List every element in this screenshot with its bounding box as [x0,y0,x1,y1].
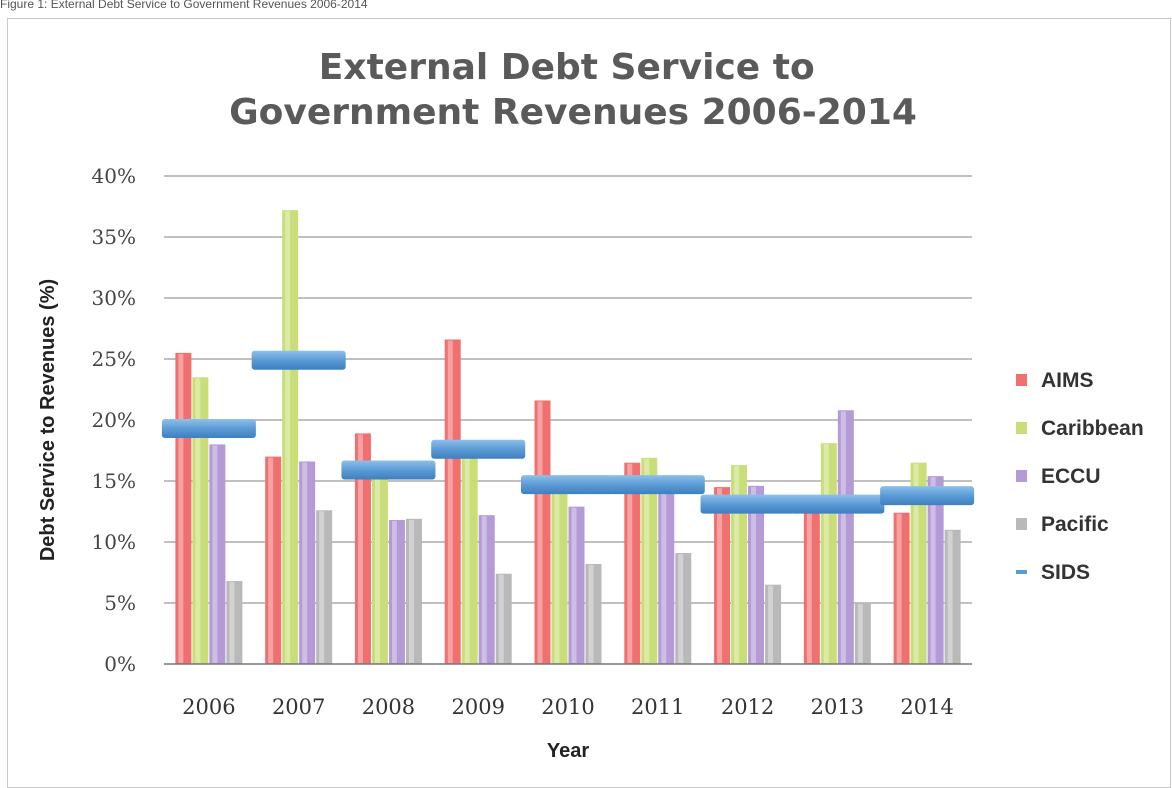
marker-sids-2012 [700,494,795,514]
legend-label-sids: SIDS [1041,561,1090,584]
bar-highlight [857,604,863,663]
bar-highlight [481,516,487,663]
bars [175,210,961,664]
bar-highlight [391,521,397,663]
bar-highlight [678,553,684,663]
sids-markers [161,350,975,514]
bar-highlight [498,574,504,663]
y-tick-label: 5% [104,591,136,615]
x-axis-label: Year [547,740,589,762]
bar-highlight [717,488,723,663]
chart-title-line-1: External Debt Service to [319,47,815,88]
bar-highlight [268,457,274,663]
y-tick-label: 25% [92,347,136,371]
y-tick-label: 35% [92,225,136,249]
x-tick-label: 2013 [811,695,864,719]
bar-highlight [302,462,308,663]
bar-highlight [823,444,829,663]
legend-swatch-sids [1016,570,1027,574]
legend-swatch-caribbean [1016,422,1027,434]
marker-sids-2007 [251,350,346,370]
y-axis-ticks: 0% 5% 10% 15% 20% 25% 30% 35% 40% [92,164,136,676]
marker-sids-2010 [521,475,615,495]
bar-highlight [840,411,846,663]
x-tick-label: 2011 [631,695,684,719]
bar-highlight [734,466,740,663]
marker-sids-2009 [431,439,526,459]
marker-sids-2011 [610,475,705,495]
marker-sids-2006 [161,419,256,439]
x-tick-label: 2009 [451,695,504,719]
y-tick-label: 20% [92,408,136,432]
bar-highlight [229,582,235,663]
x-tick-label: 2007 [272,695,325,719]
y-tick-label: 40% [92,164,136,188]
y-tick-label: 10% [92,530,136,554]
bar-highlight [319,511,325,663]
bar-highlight [212,445,218,663]
legend-label-pacific: Pacific [1041,513,1109,536]
bar-highlight [768,585,774,663]
bar-highlight [571,507,577,663]
x-tick-label: 2010 [541,695,594,719]
bar-highlight [408,519,414,663]
bar-highlight [806,503,812,663]
x-tick-label: 2012 [721,695,774,719]
bar-highlight [751,486,757,663]
marker-sids-2014 [880,486,975,506]
bar-highlight [644,458,650,663]
bar-highlight [447,340,453,663]
y-tick-label: 30% [92,286,136,310]
legend-swatch-pacific [1016,518,1027,530]
bar-highlight [627,463,633,663]
y-tick-label: 15% [92,469,136,493]
x-tick-label: 2008 [362,695,415,719]
legend-label-aims: AIMS [1041,369,1094,392]
bar-highlight [374,464,380,663]
marker-sids-2013 [790,494,885,514]
x-tick-label: 2006 [182,695,235,719]
y-axis-label: Debt Service to Revenues (%) [37,279,59,561]
bar-highlight [896,513,902,663]
legend-swatch-eccu [1016,470,1027,482]
bar-highlight [913,463,919,663]
bar-highlight [195,378,201,663]
bar-highlight [357,434,363,663]
figure-caption-text: Figure 1: External Debt Service to Gover… [0,0,368,11]
chart-title: External Debt Service to Government Reve… [229,47,917,133]
marker-sids-2008 [341,460,436,480]
y-tick-label: 0% [104,652,136,676]
bar-highlight [537,401,543,663]
bar-highlight [661,489,667,663]
bar-highlight [930,477,936,663]
bar-highlight [588,564,594,663]
figure-caption: Figure 1: External Debt Service to Gover… [0,0,1172,14]
legend-label-caribbean: Caribbean [1041,417,1144,440]
legend-label-eccu: ECCU [1041,465,1101,488]
legend: AIMS Caribbean ECCU Pacific SIDS [1016,369,1144,584]
legend-swatch-aims [1016,374,1027,386]
x-axis-ticks: 2006 2007 2008 2009 2010 2011 2012 2013 2014 [182,695,954,719]
bar-highlight [554,489,560,663]
x-tick-label: 2014 [900,695,953,719]
bar-highlight [285,211,291,663]
chart-title-line-2: Government Revenues 2006-2014 [229,92,917,133]
bar-highlight [947,530,953,663]
bar-highlight [178,353,184,663]
bar-highlight [464,451,470,663]
